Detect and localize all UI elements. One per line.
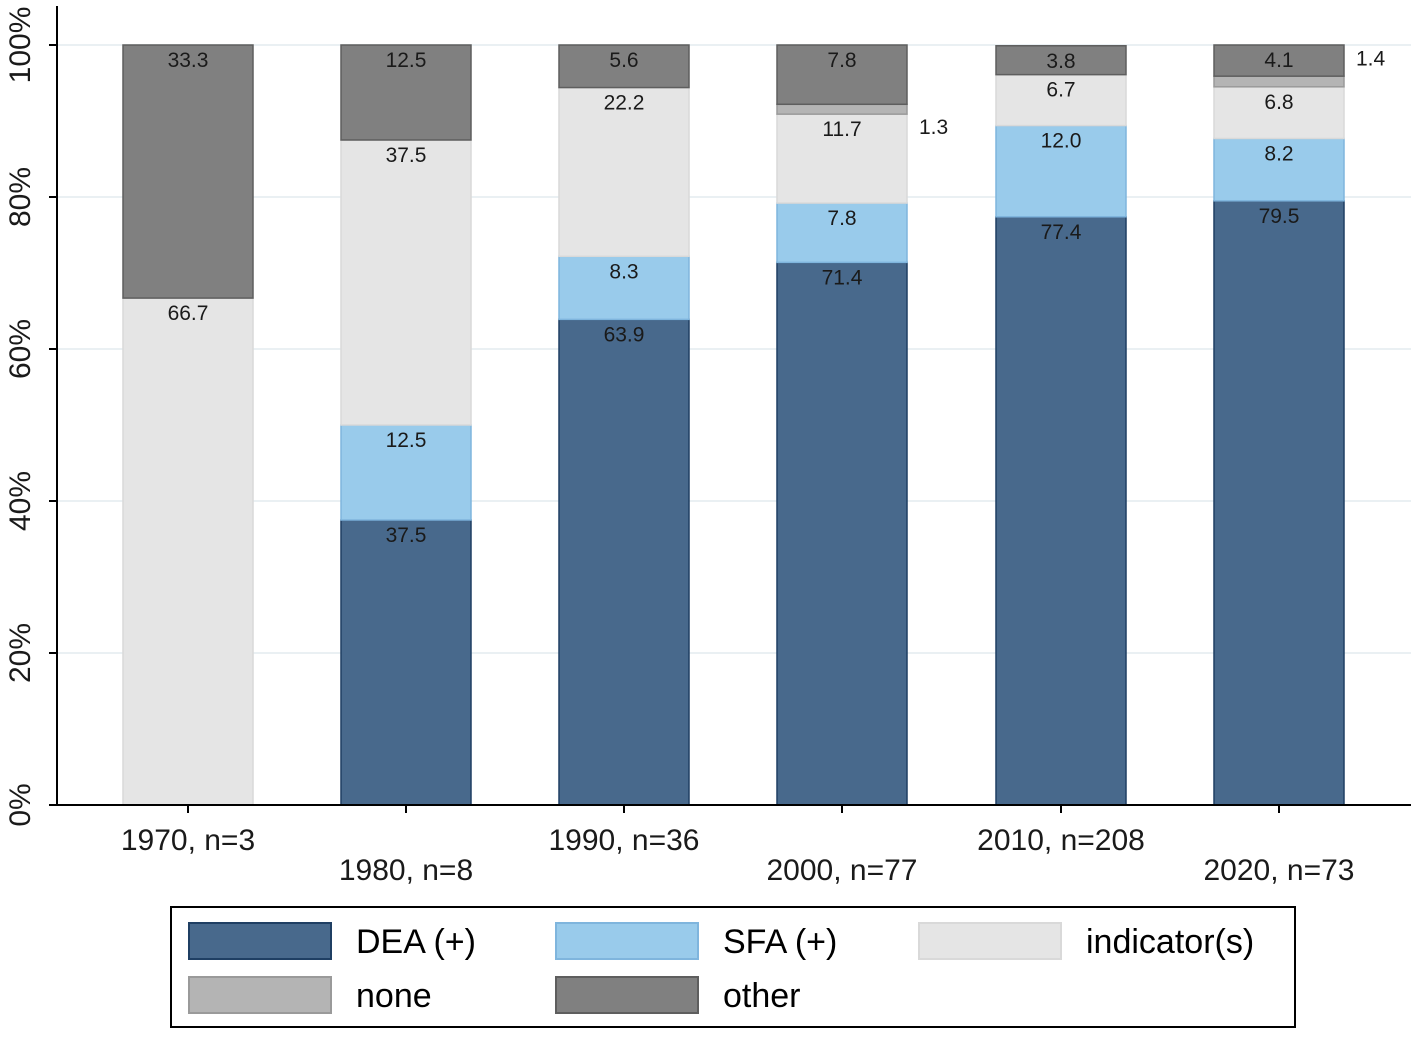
data-label-dea-5: 79.5 bbox=[1259, 205, 1300, 228]
bar-segment-other-2 bbox=[558, 44, 690, 89]
gridlines bbox=[57, 44, 1411, 654]
stacked-bar-chart: 66.7 33.3 37.5 12.5 37.5 12.5 63.9 8.3 22.2 5.6 71… bbox=[4, 6, 1411, 887]
y-tick-label: 80% bbox=[4, 167, 37, 227]
data-label-dea-2: 63.9 bbox=[604, 323, 645, 346]
bar-segment-indicator-s-3 bbox=[776, 113, 908, 204]
x-tick-label: 2000, n=77 bbox=[767, 854, 918, 887]
legend-swatch-other bbox=[555, 976, 699, 1014]
data-label-indicator-s-1: 37.5 bbox=[386, 144, 427, 167]
legend-label-dea: DEA (+) bbox=[356, 923, 476, 961]
data-label-indicator-s-2: 22.2 bbox=[604, 92, 645, 115]
data-label-sfa-3: 7.8 bbox=[827, 207, 856, 230]
bar-segment-dea-5 bbox=[1213, 200, 1345, 806]
segment-labels: 66.7 33.3 37.5 12.5 37.5 12.5 63.9 8.3 22.2 5.6 71… bbox=[168, 47, 1386, 547]
x-tick-label: 1980, n=8 bbox=[339, 854, 473, 887]
data-label-dea-1: 37.5 bbox=[386, 524, 427, 547]
data-label-sfa-5: 8.2 bbox=[1264, 142, 1293, 165]
legend-swatch-indicators bbox=[918, 922, 1062, 960]
legend-swatch-none bbox=[188, 976, 332, 1014]
data-label-indicator-s-3: 11.7 bbox=[822, 118, 861, 141]
y-tick-label: 20% bbox=[4, 623, 37, 683]
data-label-other-3: 7.8 bbox=[827, 49, 856, 72]
y-tick-label: 100% bbox=[4, 7, 37, 84]
bar-segment-other-3 bbox=[776, 44, 908, 106]
y-tick-label: 0% bbox=[4, 783, 37, 826]
bar-segment-none-3 bbox=[776, 103, 908, 115]
data-label-none-3: 1.3 bbox=[919, 116, 948, 139]
legend-label-none: none bbox=[356, 977, 432, 1015]
data-label-sfa-2: 8.3 bbox=[609, 260, 638, 283]
bar-segment-dea-4 bbox=[995, 216, 1127, 806]
x-tick-label: 1970, n=3 bbox=[121, 824, 255, 857]
data-label-indicator-s-0: 66.7 bbox=[168, 302, 209, 325]
legend-swatch-dea bbox=[188, 922, 332, 960]
bar-segment-sfa-4 bbox=[995, 124, 1127, 218]
legend-swatch-sfa bbox=[555, 922, 699, 960]
data-label-other-1: 12.5 bbox=[386, 49, 427, 72]
data-label-other-2: 5.6 bbox=[609, 49, 638, 72]
axes bbox=[56, 6, 1411, 806]
bar-segment-indicator-s-4 bbox=[995, 73, 1127, 127]
y-tick-label: 60% bbox=[4, 319, 37, 379]
bar-segment-sfa-1 bbox=[340, 424, 472, 521]
y-tick-label: 40% bbox=[4, 471, 37, 531]
bar-segment-other-5 bbox=[1213, 44, 1345, 77]
bar-segment-sfa-5 bbox=[1213, 137, 1345, 202]
y-tick-labels: 0% 20% 40% 60% 80% 100% bbox=[4, 7, 57, 827]
data-label-sfa-4: 12.0 bbox=[1041, 130, 1082, 153]
legend-label-indicators: indicator(s) bbox=[1086, 923, 1255, 961]
data-label-indicator-s-4: 6.7 bbox=[1046, 79, 1075, 102]
bar-segment-dea-2 bbox=[558, 318, 690, 806]
legend: DEA (+) SFA (+) indicator(s) none other bbox=[170, 906, 1296, 1028]
bar-segment-indicator-s-1 bbox=[340, 139, 472, 426]
data-label-none-5: 1.4 bbox=[1356, 47, 1386, 70]
data-label-other-4: 3.8 bbox=[1046, 50, 1075, 73]
bar-segment-indicator-s-5 bbox=[1213, 86, 1345, 140]
x-tick-label: 2010, n=208 bbox=[977, 824, 1145, 857]
bar-segment-other-4 bbox=[995, 45, 1127, 76]
bar-segment-other-0 bbox=[122, 44, 254, 299]
x-tick-label: 2020, n=73 bbox=[1204, 854, 1355, 887]
bar-segment-dea-3 bbox=[776, 261, 908, 806]
data-label-other-5: 4.1 bbox=[1264, 49, 1293, 72]
x-tick-labels: 1970, n=3 1980, n=8 1990, n=36 2000, n=77 20… bbox=[121, 805, 1355, 887]
bars bbox=[122, 44, 1345, 806]
bar-segment-indicator-s-0 bbox=[122, 297, 254, 806]
bar-segment-none-5 bbox=[1213, 75, 1345, 88]
bar-segment-other-1 bbox=[340, 44, 472, 141]
data-label-other-0: 33.3 bbox=[168, 49, 209, 72]
data-label-indicator-s-5: 6.8 bbox=[1264, 91, 1293, 114]
data-label-dea-3: 71.4 bbox=[822, 266, 863, 289]
bar-segment-dea-1 bbox=[340, 519, 472, 806]
legend-label-sfa: SFA (+) bbox=[723, 923, 838, 961]
x-tick-label: 1990, n=36 bbox=[549, 824, 700, 857]
data-label-sfa-1: 12.5 bbox=[386, 429, 427, 452]
legend-label-other: other bbox=[723, 977, 801, 1015]
data-label-dea-4: 77.4 bbox=[1041, 221, 1082, 244]
